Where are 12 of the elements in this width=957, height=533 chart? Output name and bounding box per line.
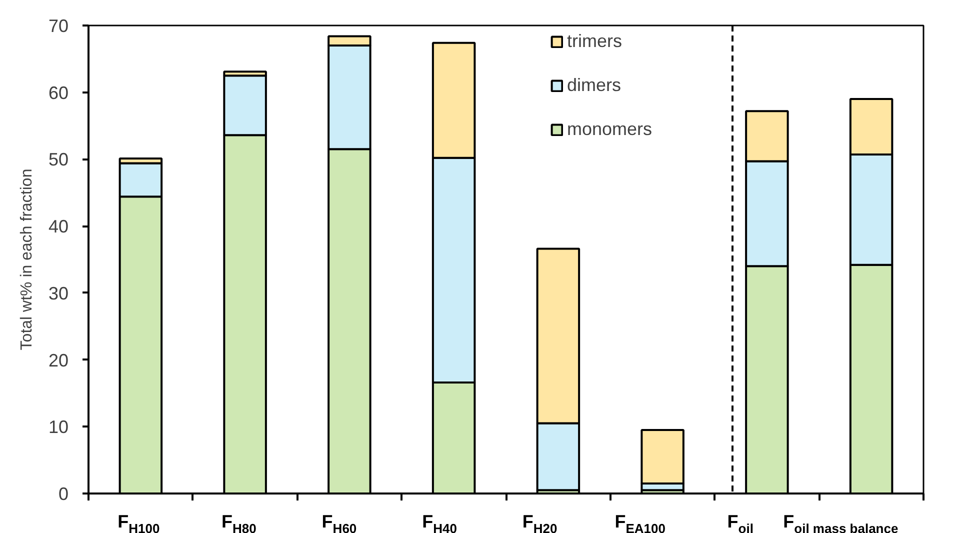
y-tick-label: 50 [48, 150, 69, 170]
y-tick-label: 20 [48, 350, 69, 370]
y-tick-label: 10 [48, 417, 69, 438]
y-tick-label: 60 [48, 82, 69, 103]
y-tick-label: 0 [58, 484, 69, 504]
y-tick-label: 40 [48, 216, 69, 237]
legend-label: monomers [567, 118, 652, 140]
y-axis-title: Total wt% in each fraction [18, 168, 36, 350]
y-tick-label: 70 [48, 16, 69, 36]
legend-label: trimers [567, 30, 622, 52]
y-tick-label: 30 [48, 283, 69, 304]
legend-label: dimers [567, 74, 622, 96]
